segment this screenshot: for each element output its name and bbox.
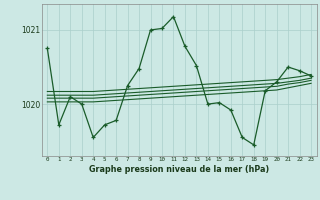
X-axis label: Graphe pression niveau de la mer (hPa): Graphe pression niveau de la mer (hPa) bbox=[89, 165, 269, 174]
